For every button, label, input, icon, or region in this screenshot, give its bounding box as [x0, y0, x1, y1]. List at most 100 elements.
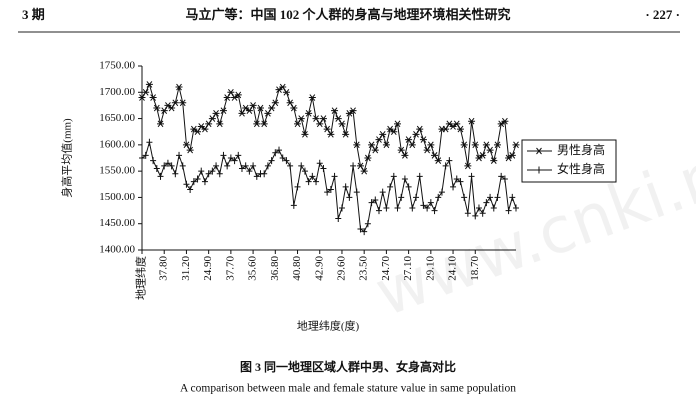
point-marker: [509, 193, 516, 201]
point-marker: [386, 125, 394, 133]
point-marker: [227, 154, 234, 162]
point-marker: [364, 154, 372, 162]
point-marker: [486, 146, 494, 154]
x-tick-label: 18.70: [469, 256, 481, 281]
point-marker: [416, 125, 424, 133]
y-tick-label: 1700.00: [99, 86, 135, 98]
point-marker: [309, 172, 316, 180]
point-marker: [308, 94, 316, 101]
point-marker: [468, 172, 475, 180]
point-marker: [242, 162, 249, 170]
x-tick-label: 35.60: [247, 256, 259, 281]
point-marker: [145, 81, 153, 88]
point-marker: [190, 125, 198, 133]
point-marker: [353, 188, 360, 196]
point-marker: [405, 183, 412, 191]
point-marker: [483, 199, 490, 207]
point-marker: [316, 159, 323, 167]
point-marker: [334, 115, 342, 122]
point-marker: [272, 149, 279, 157]
point-marker: [501, 117, 509, 125]
point-marker: [493, 141, 501, 149]
point-marker: [194, 128, 202, 136]
x-tick-label: 24.10: [447, 256, 459, 281]
point-marker: [249, 102, 257, 109]
point-marker: [349, 107, 357, 115]
x-tick-label: 42.90: [313, 256, 325, 281]
point-marker: [498, 172, 505, 180]
point-marker: [438, 188, 445, 196]
point-marker: [397, 146, 405, 154]
point-marker: [286, 99, 294, 107]
point-marker: [227, 88, 235, 96]
point-marker: [172, 170, 179, 178]
point-marker: [490, 204, 497, 212]
point-marker: [201, 125, 209, 133]
point-marker: [442, 162, 449, 170]
y-tick-label: 1450.00: [99, 217, 135, 229]
x-tick-label: 36.80: [269, 256, 281, 281]
point-marker: [150, 157, 157, 165]
point-marker: [482, 141, 490, 149]
point-marker: [305, 109, 313, 117]
caption-en: A comparison between male and female sta…: [180, 383, 516, 395]
point-marker: [431, 152, 439, 159]
point-marker: [176, 151, 183, 159]
point-marker: [175, 83, 183, 91]
point-marker: [209, 167, 216, 175]
point-marker: [264, 162, 271, 170]
x-tick-label: 23.50: [358, 256, 370, 281]
x-tick-label: 37.70: [224, 256, 236, 281]
point-marker: [434, 157, 442, 164]
point-marker: [479, 209, 486, 217]
point-marker: [168, 162, 175, 170]
y-axis-label: 身高平均值(mm): [60, 118, 74, 198]
point-marker: [419, 136, 427, 143]
x-tick-label: 29.10: [424, 256, 436, 281]
point-marker: [424, 204, 431, 212]
point-marker: [353, 141, 361, 149]
point-marker: [320, 165, 327, 173]
point-marker: [179, 99, 187, 107]
point-marker: [138, 94, 146, 101]
point-marker: [212, 109, 220, 117]
point-marker: [205, 170, 212, 178]
point-marker: [287, 162, 294, 170]
point-marker: [331, 172, 338, 180]
point-marker: [223, 94, 231, 101]
point-marker: [356, 162, 364, 170]
point-marker: [242, 104, 250, 112]
point-marker: [164, 159, 171, 167]
point-marker: [335, 214, 342, 222]
point-marker: [490, 157, 498, 164]
point-marker: [401, 175, 408, 183]
point-marker: [338, 120, 346, 128]
point-marker: [409, 204, 416, 212]
point-marker: [201, 178, 208, 186]
point-marker: [383, 204, 390, 212]
legend-label: 男性身高: [557, 142, 605, 157]
point-marker: [508, 152, 516, 159]
point-marker: [279, 83, 287, 91]
point-marker: [245, 107, 253, 115]
point-marker: [501, 175, 508, 183]
y-tick-label: 1400.00: [99, 244, 135, 256]
point-marker: [275, 86, 283, 93]
point-marker: [182, 141, 190, 149]
point-marker: [146, 138, 153, 146]
point-marker: [187, 186, 194, 194]
y-tick-label: 1500.00: [99, 191, 135, 203]
point-marker: [268, 157, 275, 165]
point-marker: [161, 162, 168, 170]
point-marker: [190, 178, 197, 186]
point-marker: [350, 162, 357, 170]
point-marker: [179, 162, 186, 170]
point-marker: [139, 154, 145, 162]
point-marker: [390, 172, 397, 180]
point-marker: [327, 186, 334, 194]
point-marker: [208, 115, 216, 122]
point-marker: [435, 193, 442, 201]
point-marker: [246, 167, 253, 175]
point-marker: [408, 141, 416, 149]
point-marker: [305, 178, 312, 186]
